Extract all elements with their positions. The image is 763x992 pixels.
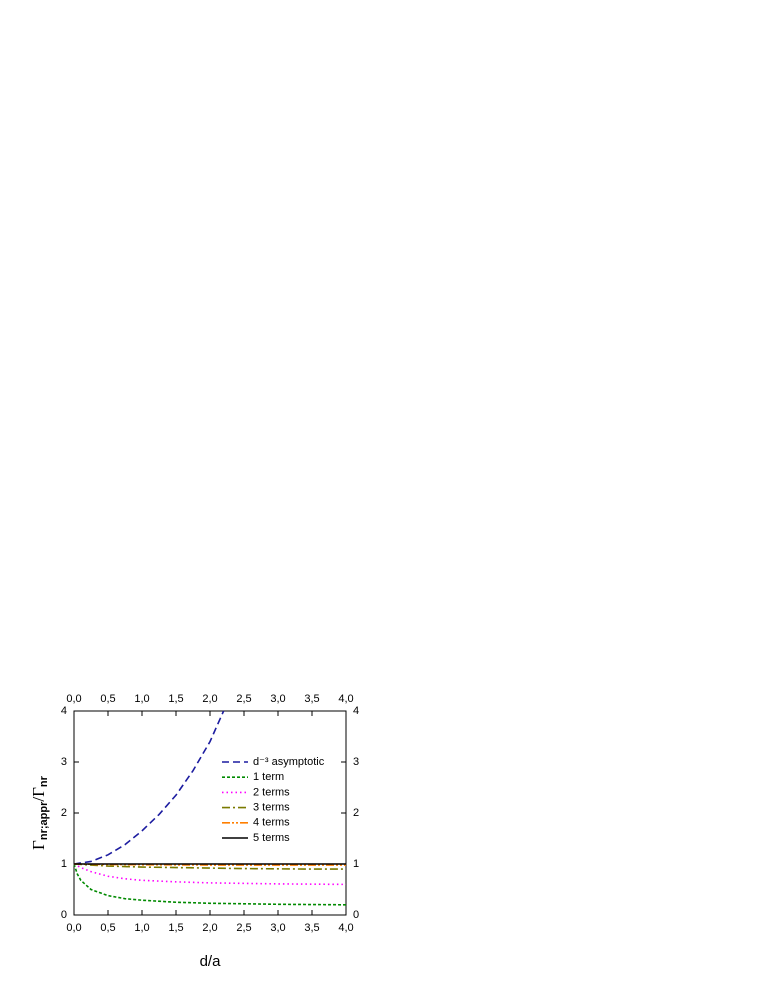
x-tick-label: 3,5 xyxy=(304,922,319,934)
y-axis-label: Γnr;appr/Γnr xyxy=(29,775,50,850)
series-line xyxy=(73,863,347,906)
x-tick-label-top: 0,0 xyxy=(66,693,81,705)
y-tick-label-right: 1 xyxy=(353,858,359,870)
legend-label: d⁻³ asymptotic xyxy=(253,756,325,768)
y-tick-label-right: 0 xyxy=(353,909,359,921)
y-tick-label-right: 2 xyxy=(353,807,359,819)
x-tick-label: 0,0 xyxy=(66,922,81,934)
x-axis-label: d/a xyxy=(200,953,222,970)
x-tick-label: 3,0 xyxy=(270,922,285,934)
series-line xyxy=(73,863,347,886)
legend-label: 3 terms xyxy=(253,802,290,814)
x-tick-label-top: 3,0 xyxy=(270,693,285,705)
y-tick-label: 4 xyxy=(61,705,67,717)
legend-label: 1 term xyxy=(253,771,284,783)
y-tick-label: 3 xyxy=(61,756,67,768)
y-tick-label: 2 xyxy=(61,807,67,819)
x-tick-label-top: 2,5 xyxy=(236,693,251,705)
x-tick-label-top: 2,0 xyxy=(202,693,217,705)
x-tick-label: 1,5 xyxy=(168,922,183,934)
legend-label: 5 terms xyxy=(253,832,290,844)
x-tick-label: 0,5 xyxy=(100,922,115,934)
y-label-part: nr xyxy=(38,775,50,787)
y-label-part: nr;appr xyxy=(38,801,50,840)
x-tick-label-top: 0,5 xyxy=(100,693,115,705)
x-tick-label-top: 4,0 xyxy=(338,693,353,705)
x-tick-label: 2,5 xyxy=(236,922,251,934)
x-tick-label: 4,0 xyxy=(338,922,353,934)
x-tick-label-top: 1,0 xyxy=(134,693,149,705)
legend-label: 2 terms xyxy=(253,786,290,798)
x-tick-label-top: 3,5 xyxy=(304,693,319,705)
y-tick-label-right: 4 xyxy=(353,705,359,717)
y-label-part: Γ xyxy=(29,840,48,850)
y-tick-label: 0 xyxy=(61,909,67,921)
series-line xyxy=(73,863,346,870)
y-tick-label: 1 xyxy=(61,858,67,870)
y-label-part: /Γ xyxy=(29,787,48,802)
x-tick-label: 2,0 xyxy=(202,922,217,934)
series-line xyxy=(73,710,225,865)
x-tick-label: 1,0 xyxy=(134,922,149,934)
y-tick-label-right: 3 xyxy=(353,756,359,768)
legend-label: 4 terms xyxy=(253,817,290,829)
x-tick-label-top: 1,5 xyxy=(168,693,183,705)
